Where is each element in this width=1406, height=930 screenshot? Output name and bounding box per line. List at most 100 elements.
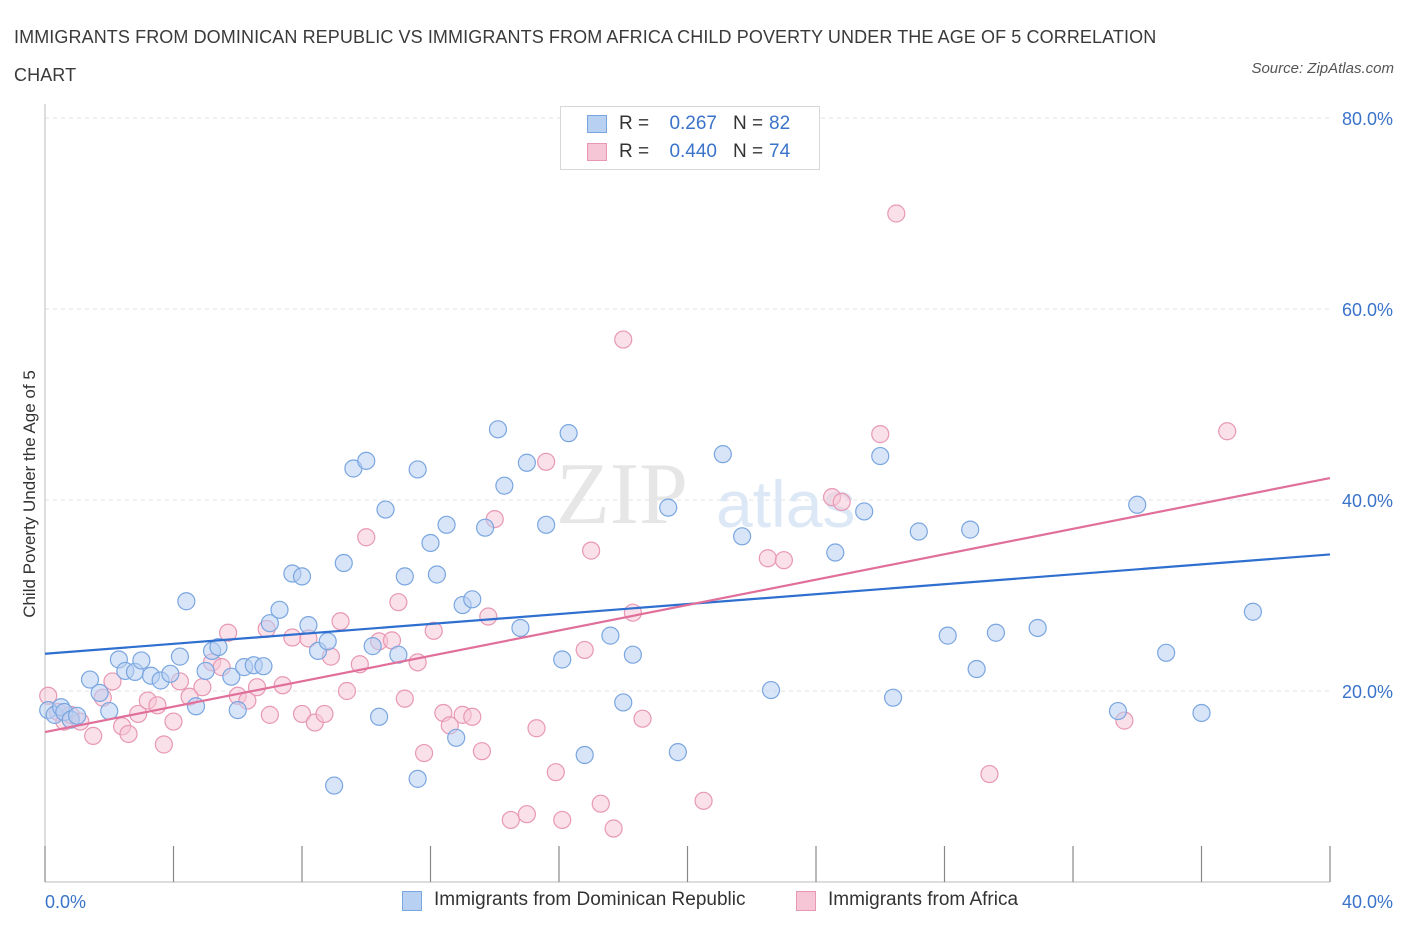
dominican-point [855,502,874,521]
dominican-point [318,632,337,651]
africa-point [472,742,491,761]
dominican-point [495,476,514,495]
dominican-point [1028,618,1047,638]
dominican-point [733,527,752,546]
dominican-point [196,661,215,681]
y-axis-label: Child Poverty Under the Age of 5 [20,370,39,618]
africa-point [832,492,851,512]
africa-point [424,621,443,640]
dominican-point [511,618,530,638]
chart-title: IMMIGRANTS FROM DOMINICAN REPUBLIC VS IM… [14,27,1157,85]
africa-point [614,330,633,349]
africa-point [103,672,122,691]
dominican-point [325,776,344,795]
axes [44,104,1331,883]
stats-legend: R = 0.267 N = 82 R = 0.440 N = 74 [560,106,820,170]
africa-point [537,452,556,471]
africa-point [575,640,594,660]
legend-label-africa: Immigrants from Africa [828,889,1019,910]
dominican-point [623,645,642,664]
y-tick-label: 20.0% [1342,682,1393,702]
africa-point [591,794,610,813]
y-tick-label: 40.0% [1342,491,1393,511]
africa-point [774,551,793,570]
legend-swatch-pink [587,143,607,161]
dominican-point [68,706,87,725]
africa-point [414,743,434,763]
dominican-point [938,626,957,645]
dominican-point [376,500,395,519]
africa-point [980,764,999,784]
dominican-point [668,743,687,762]
dominican-point [421,533,440,553]
africa-point [479,607,498,626]
x-tick-label-min: 0.0% [45,892,86,912]
n-value: 82 [769,113,791,134]
dominican-point [575,745,594,765]
dominican-point [476,518,495,537]
dominican-point [299,616,318,635]
africa-point [84,726,103,745]
africa-point [315,704,334,724]
dominican-point [967,659,986,679]
dominican-point [427,565,447,584]
africa-point [527,719,546,738]
africa-point [582,541,601,560]
africa-point [546,763,565,782]
dominican-point [228,700,247,720]
dominican-point [761,680,781,700]
africa-point [247,678,267,697]
dominican-point [395,567,414,586]
dominican-point [132,651,151,670]
dominican-point [1192,703,1211,723]
n-label: N = [733,141,764,162]
africa-trend-line [44,476,1331,734]
y-tick-label: 80.0% [1342,109,1393,129]
dominican-point [614,693,633,712]
legend-label-dominican: Immigrants from Dominican Republic [434,889,746,910]
dominican-point [986,623,1006,642]
n-value: 74 [769,141,791,162]
r-label: R = [619,141,650,162]
africa-point [887,204,906,223]
dominican-point [408,769,427,788]
dominican-point [100,701,119,721]
dominican-point [370,707,389,726]
dominican-points [39,420,1263,795]
africa-point [283,628,302,647]
africa-point [1218,422,1237,441]
r-value: 0.267 [669,113,717,134]
legend-swatch-pink [796,891,816,911]
dominican-point [1108,701,1128,721]
dominican-point [601,626,620,645]
africa-point [193,678,212,697]
dominican-point [961,520,980,539]
africa-point [164,712,183,731]
africa-point [154,735,173,754]
tick-labels: 20.0% 40.0% 60.0% 80.0% 0.0% 40.0% [45,109,1393,912]
dominican-point [909,522,928,541]
source-label: Source: ZipAtlas.com [1251,60,1394,77]
africa-point [758,549,777,568]
legend-row-dominican: R = 0.267 N = 82 [561,110,819,138]
africa-point [633,709,652,728]
africa-point [337,681,357,701]
africa-point [623,603,642,622]
africa-point [219,623,238,642]
africa-point [292,704,312,724]
africa-point [260,705,279,724]
dominican-point [437,515,456,534]
legend-swatch-blue [402,891,422,911]
africa-point [119,724,138,744]
africa-point [694,791,713,810]
africa-point [463,707,482,726]
x-tick-label-max: 40.0% [1342,892,1393,912]
dominican-point [363,637,382,656]
r-value: 0.440 [669,141,717,162]
dominican-point [408,460,427,479]
n-label: N = [733,113,764,134]
dominican-point [170,647,190,666]
dominican-point [1157,643,1176,662]
africa-point [357,528,376,547]
